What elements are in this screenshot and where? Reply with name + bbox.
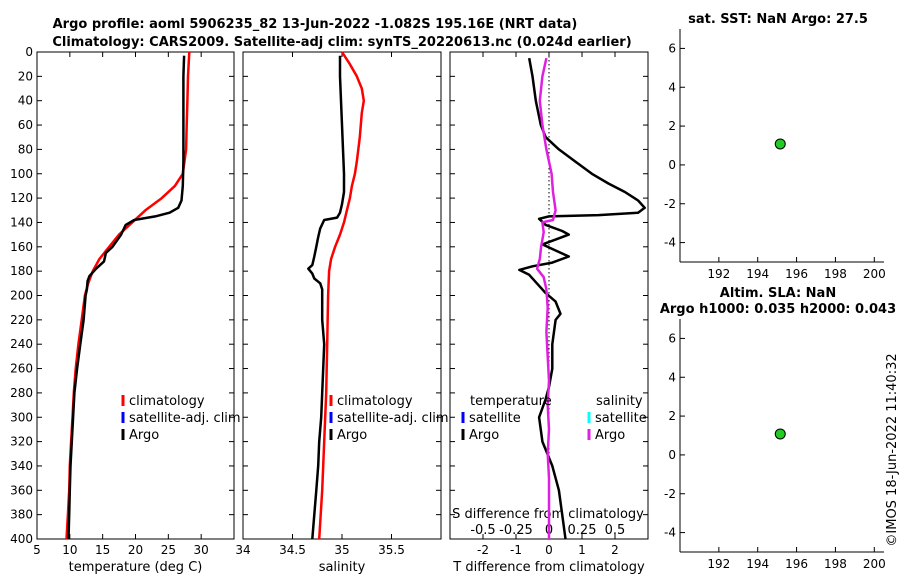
difference-xtick-label: 0 [545, 543, 553, 557]
sla-ytick-label: 2 [668, 409, 676, 423]
difference-legend-s-argo-label: Argo [595, 428, 625, 443]
sst-ytick-label: -4 [664, 236, 676, 250]
salinity-climatology-line [317, 51, 366, 540]
difference-legend-temperature-header: temperature [470, 394, 552, 409]
sla-xtick-label: 194 [746, 557, 769, 571]
title-line-1: Argo profile: aoml 5906235_82 13-Jun-202… [53, 17, 578, 32]
sst-xtick-label: 192 [707, 267, 730, 281]
temperature-argo-line [67, 55, 186, 540]
difference-legend-t-argo-label: Argo [469, 428, 499, 443]
difference-xlabel: T difference from climatology [452, 560, 645, 575]
temperature-ytick-label: 120 [10, 191, 33, 205]
temperature-ytick-label: 220 [10, 313, 33, 327]
difference-legend-s-satellite-label: satellite [595, 411, 647, 426]
sla-xtick-label: 200 [863, 557, 886, 571]
sst-float-marker [774, 138, 786, 150]
salinity-xtick-label: 34 [235, 543, 250, 557]
temperature-ytick-label: 100 [10, 167, 33, 181]
temperature-legend-0-label: climatology [129, 394, 205, 409]
difference-top-tick-label: 0.5 [605, 523, 626, 538]
sla-location-plot: -4 -2 0 2 4 6 192 194 196 198 200 [664, 319, 886, 571]
temperature-ytick-label: 60 [18, 118, 33, 132]
temperature-xtick-label: 5 [33, 543, 41, 557]
temperature-ytick-label: 160 [10, 240, 33, 254]
temperature-ytick-label: 0 [25, 45, 33, 59]
temperature-ytick-label: 400 [10, 532, 33, 546]
title-line-2: Climatology: CARS2009. Satellite-adj cli… [52, 35, 631, 50]
temperature-frame [36, 51, 235, 540]
temperature-ytick-label: 260 [10, 362, 33, 376]
temperature-ytick-label: 280 [10, 386, 33, 400]
salinity-xlabel: salinity [319, 560, 366, 575]
temperature-xtick-label: 30 [194, 543, 209, 557]
sst-xtick-label: 198 [824, 267, 847, 281]
sst-xtick-label: 200 [863, 267, 886, 281]
footer-stamp: ©IMOS 18-Jun-2022 11:40:32 [885, 353, 900, 546]
sst-location-plot: -4 -2 0 2 4 6 192 194 196 198 200 [664, 29, 886, 281]
temperature-xtick-label: 25 [161, 543, 176, 557]
temperature-ytick-label: 300 [10, 410, 33, 424]
temperature-ytick-label: 320 [10, 435, 33, 449]
difference-temperature-line [518, 57, 646, 540]
salinity-plot: 34 34.5 35 35.5 salinity climatology satellite… [235, 51, 449, 575]
temperature-xtick-label: 10 [62, 543, 77, 557]
sla-title-line-1: Altim. SLA: NaN [720, 286, 836, 301]
temperature-xtick-label: 20 [128, 543, 143, 557]
temperature-ytick-label: 40 [18, 94, 33, 108]
difference-xtick-label: 2 [611, 543, 619, 557]
sla-xtick-label: 198 [824, 557, 847, 571]
salinity-legend-0-label: climatology [337, 394, 413, 409]
temperature-ytick-label: 140 [10, 215, 33, 229]
sla-ytick-label: 0 [668, 448, 676, 462]
sst-title: sat. SST: NaN Argo: 27.5 [688, 12, 868, 27]
temperature-ytick-label: 180 [10, 264, 33, 278]
difference-top-tick-label: 0.25 [568, 523, 597, 538]
sst-ytick-label: 6 [668, 41, 676, 55]
temperature-xlabel: temperature (deg C) [69, 560, 203, 575]
salinity-xtick-label: 35 [334, 543, 349, 557]
difference-top-tick-label: -0.25 [499, 523, 533, 538]
salinity-argo-line [307, 55, 346, 540]
salinity-xtick-label: 35.5 [378, 543, 405, 557]
sla-xtick-label: 192 [707, 557, 730, 571]
salinity-legend-2-label: Argo [337, 428, 367, 443]
temperature-ytick-label: 200 [10, 289, 33, 303]
difference-xtick-label: 1 [578, 543, 586, 557]
sla-float-marker [774, 428, 786, 440]
sla-ytick-label: 6 [668, 331, 676, 345]
sst-ytick-label: -2 [664, 197, 676, 211]
temperature-plot: 0 20 40 60 80 100 120 140 160 180 200 220 240 260 280 3… [10, 45, 241, 575]
difference-salinity-line [535, 57, 557, 539]
temperature-ytick-label: 340 [10, 459, 33, 473]
difference-top-tick-label: -0.5 [470, 523, 495, 538]
difference-legend-t-satellite-label: satellite [469, 411, 521, 426]
sst-xtick-label: 196 [785, 267, 808, 281]
difference-legend-salinity-header: salinity [596, 394, 643, 409]
sla-title-line-2: Argo h1000: 0.035 h2000: 0.043 [660, 302, 896, 317]
temperature-legend-2-label: Argo [129, 428, 159, 443]
sst-ytick-label: 0 [668, 158, 676, 172]
temperature-ytick-label: 380 [10, 508, 33, 522]
temperature-ytick-label: 80 [18, 142, 33, 156]
sla-ytick-label: -2 [664, 487, 676, 501]
sla-ytick-label: -4 [664, 526, 676, 540]
difference-xtick-label: -1 [510, 543, 522, 557]
temperature-ytick-label: 20 [18, 69, 33, 83]
temperature-ytick-label: 360 [10, 483, 33, 497]
sst-xtick-label: 194 [746, 267, 769, 281]
sla-xtick-label: 196 [785, 557, 808, 571]
salinity-xtick-label: 34.5 [279, 543, 306, 557]
temperature-xtick-label: 15 [95, 543, 110, 557]
sst-ytick-label: 4 [668, 80, 676, 94]
salinity-legend-1-label: satellite-adj. clim [337, 411, 449, 426]
temperature-legend-1-label: satellite-adj. clim [129, 411, 241, 426]
temperature-ytick-label: 240 [10, 337, 33, 351]
difference-xtick-label: -2 [477, 543, 489, 557]
sla-ytick-label: 4 [668, 370, 676, 384]
sst-ytick-label: 2 [668, 119, 676, 133]
